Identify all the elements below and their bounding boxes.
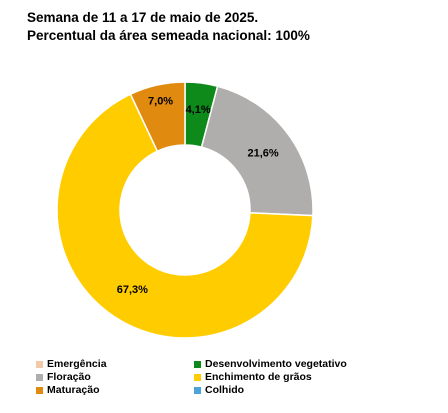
legend-swatch (194, 386, 201, 394)
legend-swatch (194, 360, 201, 368)
title-line-2: Percentual da área semeada nacional: 100… (27, 28, 310, 43)
legend-swatch (36, 360, 43, 368)
legend-label: Desenvolvimento vegetativo (205, 358, 347, 370)
legend-item-colhido: Colhido (194, 384, 414, 396)
slice-maturacao (129, 81, 186, 153)
data-label-desenvolvimento-vegetativo: 4,1% (186, 104, 211, 116)
title-line-1: Semana de 11 a 17 de maio de 2025. (27, 10, 259, 25)
legend-label: Enchimento de grãos (205, 371, 312, 383)
legend-label: Floração (47, 371, 91, 383)
slice-floracao (200, 85, 314, 217)
legend-item-desenvolvimento-vegetativo: Desenvolvimento vegetativo (194, 358, 414, 370)
legend-swatch (36, 373, 43, 381)
legend-swatch (194, 373, 201, 381)
legend-item-enchimento-de-graos: Enchimento de grãos (194, 371, 414, 383)
chart-legend: Emergência Desenvolvimento vegetativo Fl… (36, 358, 414, 396)
legend-item-floracao: Floração (36, 371, 194, 383)
data-label-floracao: 21,6% (248, 147, 279, 159)
legend-item-maturacao: Maturação (36, 384, 194, 396)
data-label-maturacao: 7,0% (148, 96, 173, 108)
legend-label: Colhido (205, 384, 245, 396)
legend-item-emergencia: Emergência (36, 358, 194, 370)
data-label-enchimento-de-graos: 67,3% (117, 284, 148, 296)
legend-swatch (36, 386, 43, 394)
chart-title: Semana de 11 a 17 de maio de 2025. Perce… (27, 9, 310, 45)
legend-label: Maturação (47, 384, 100, 396)
slice-enchimento-de-graos (56, 93, 314, 339)
legend-label: Emergência (47, 358, 107, 370)
